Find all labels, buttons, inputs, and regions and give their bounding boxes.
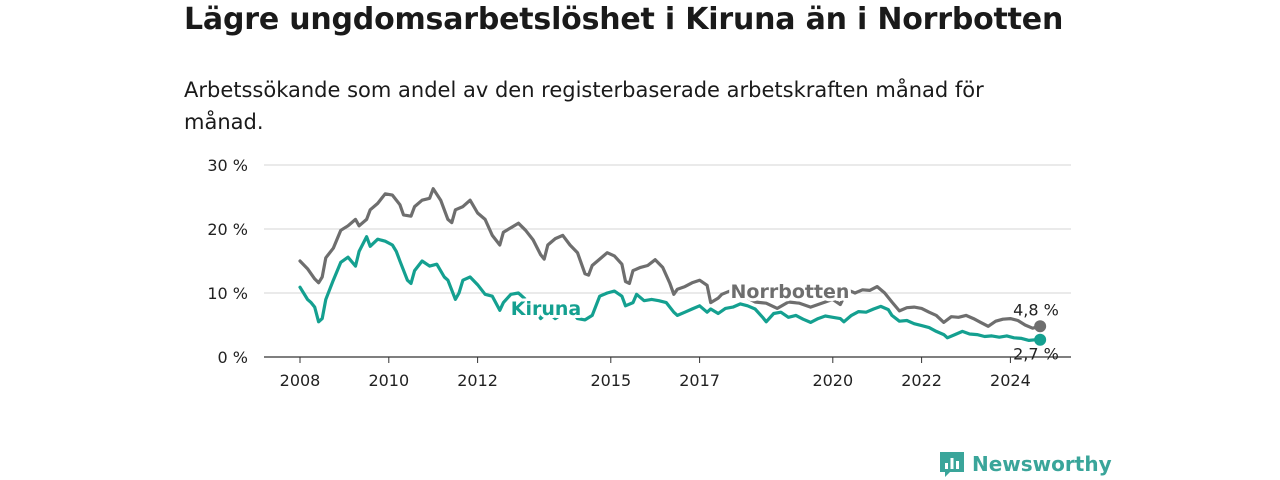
- y-tick-label: 20 %: [207, 220, 248, 239]
- y-tick-label: 0 %: [218, 348, 248, 367]
- kiruna-label-halo: Kiruna: [511, 298, 581, 320]
- brand-name: Newsworthy: [972, 452, 1112, 476]
- bar-chart-logo-icon: [940, 452, 964, 477]
- kiruna-label: Kiruna: [511, 298, 581, 320]
- kiruna-line: [298, 235, 1042, 342]
- x-tick-label: 2008: [280, 371, 321, 390]
- x-tick-label: 2015: [590, 371, 631, 390]
- x-tick-label: 2022: [901, 371, 942, 390]
- y-tick-label: 10 %: [207, 284, 248, 303]
- norrbotten-label: Norrbotten: [731, 281, 850, 303]
- kiruna-end-value: 2,7 %: [1013, 345, 1059, 364]
- x-tick-label: 2020: [812, 371, 853, 390]
- norrbotten-end-dot: [1034, 320, 1047, 333]
- series-lines: [298, 187, 1047, 346]
- y-axis-ticks: 0 % 10 % 20 % 30 %: [207, 156, 248, 367]
- x-tick-label: 2012: [457, 371, 498, 390]
- x-tick-label: 2024: [990, 371, 1031, 390]
- x-tick-label: 2017: [679, 371, 720, 390]
- x-tick-label: 2010: [368, 371, 409, 390]
- chart-title: Lägre ungdomsarbetslöshet i Kiruna än i …: [184, 2, 1064, 37]
- y-tick-label: 30 %: [207, 156, 248, 175]
- newsworthy-logo[interactable]: Newsworthy: [938, 450, 1112, 478]
- x-axis-ticks: 2008 2010 2012 2015 2017 2020 2022 2024: [280, 357, 1031, 390]
- norrbotten-line: [298, 187, 1042, 330]
- chart-subtitle: Arbetssökande som andel av den registerb…: [184, 78, 984, 134]
- norrbotten-label-halo: Norrbotten: [731, 281, 850, 303]
- norrbotten-end-value: 4,8 %: [1013, 300, 1059, 319]
- gridlines: [264, 164, 1071, 358]
- series-labels: 4,8 %2,7 %NorrbottenNorrbottenKirunaKiru…: [508, 278, 1059, 364]
- kiruna-end-dot: [1034, 333, 1047, 346]
